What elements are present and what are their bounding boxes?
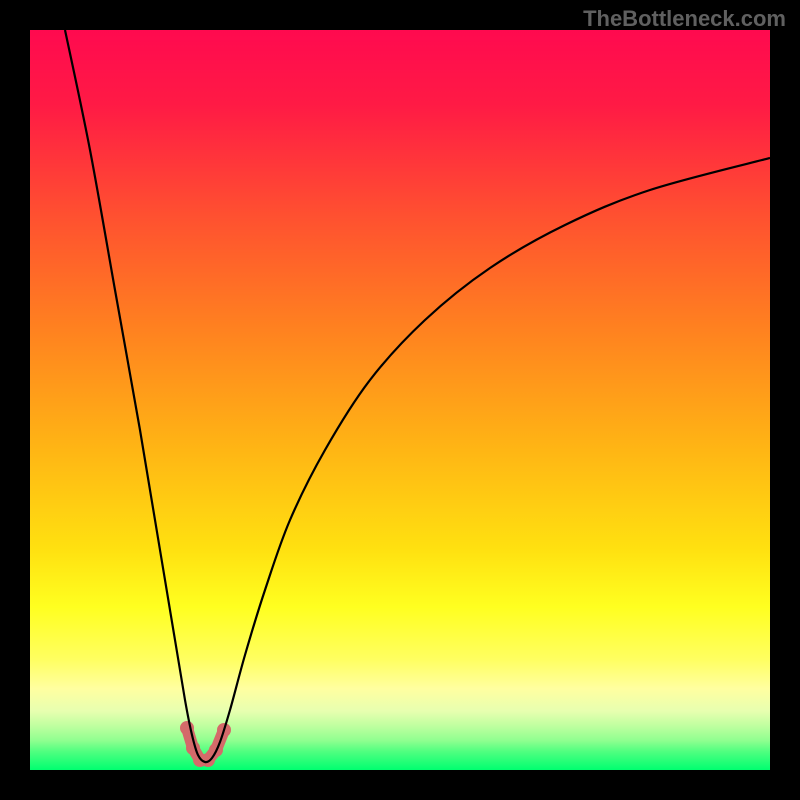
plot-area — [30, 30, 770, 770]
watermark-text: TheBottleneck.com — [583, 6, 786, 32]
highlight-segment — [180, 721, 231, 767]
curve-layer — [30, 30, 770, 770]
main-curve — [65, 30, 770, 762]
